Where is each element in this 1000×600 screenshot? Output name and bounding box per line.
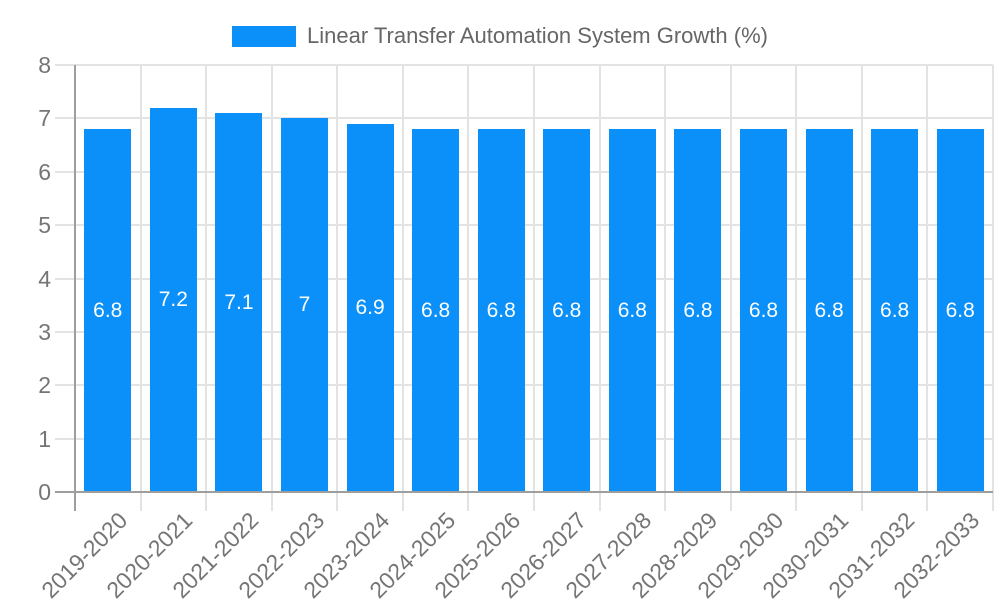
bar: [608, 129, 656, 491]
v-gridline: [860, 65, 863, 511]
bar: [805, 129, 853, 491]
bar-value-label: 6.8: [945, 298, 975, 322]
bar-value-label: 6.8: [617, 298, 647, 322]
y-tick-label: 1: [38, 425, 51, 452]
legend-color-swatch: [232, 25, 297, 47]
bar: [674, 129, 722, 491]
bar: [477, 129, 525, 491]
legend-label: Linear Transfer Automation System Growth…: [307, 23, 768, 48]
v-gridline: [729, 65, 732, 511]
bar: [740, 129, 787, 491]
y-axis-line: [74, 65, 76, 511]
bar: [412, 129, 460, 491]
h-gridline: [55, 64, 993, 66]
bar-value-label: 6.8: [93, 298, 123, 322]
v-gridline: [533, 65, 535, 511]
bar: [149, 107, 197, 491]
bar: [215, 113, 263, 491]
bar-value-label: 7.1: [224, 290, 254, 314]
h-gridline: [55, 117, 993, 120]
bar-value-label: 6.8: [748, 298, 779, 322]
bar-value-label: 6.8: [880, 298, 910, 322]
bar-value-label: 6.8: [486, 298, 516, 322]
bar-value-label: 6.8: [421, 298, 451, 322]
v-gridline: [926, 65, 929, 511]
bar-value-label: 6.8: [683, 298, 713, 322]
chart-legend: Linear Transfer Automation System Growth…: [0, 23, 1000, 49]
bar-value-label: 7: [298, 293, 311, 317]
bar: [543, 129, 591, 491]
v-gridline: [270, 65, 273, 511]
bar-value-label: 7.2: [158, 287, 188, 311]
v-gridline: [336, 65, 339, 511]
y-tick-label: 4: [38, 265, 51, 292]
x-axis-line: [55, 491, 993, 493]
y-tick-label: 7: [38, 105, 51, 132]
bar: [871, 129, 919, 491]
bar: [346, 123, 394, 491]
bar-value-label: 6.9: [355, 295, 385, 319]
v-gridline: [401, 65, 404, 511]
v-gridline: [467, 65, 470, 511]
bar: [84, 129, 132, 491]
y-tick-label: 6: [38, 158, 51, 185]
y-tick-label: 0: [38, 479, 51, 505]
v-gridline: [598, 65, 601, 511]
legend-item[interactable]: Linear Transfer Automation System Growth…: [232, 23, 768, 49]
v-gridline: [664, 65, 667, 511]
bar: [936, 129, 984, 491]
y-tick-label: 2: [38, 372, 51, 399]
v-gridline: [795, 65, 798, 511]
y-tick-label: 5: [38, 212, 51, 239]
v-gridline: [139, 65, 142, 511]
y-tick-label: 8: [38, 52, 51, 78]
y-tick-label: 3: [38, 318, 51, 345]
v-gridline: [992, 65, 994, 511]
v-gridline: [205, 65, 208, 511]
bar-value-label: 6.8: [552, 298, 582, 322]
bar-value-label: 6.8: [814, 298, 844, 322]
bar: [281, 118, 328, 491]
